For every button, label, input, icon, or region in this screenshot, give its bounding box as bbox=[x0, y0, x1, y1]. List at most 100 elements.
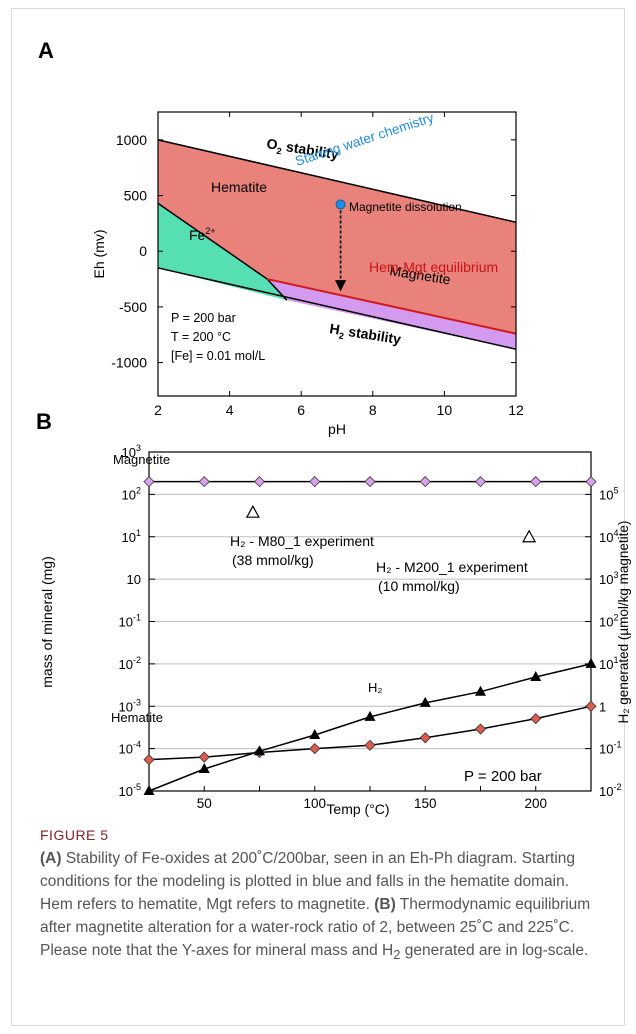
hematite-region bbox=[158, 139, 516, 334]
caption-text: (A) Stability of Fe-oxides at 200˚C/200b… bbox=[40, 847, 600, 966]
fe2-region-label: Fe2+ bbox=[189, 226, 216, 243]
h-point bbox=[143, 785, 155, 795]
magnetite-point bbox=[253, 476, 266, 488]
y-tick-label: 102 bbox=[122, 485, 141, 502]
hematite-point bbox=[143, 754, 155, 766]
panel-b-letter: B bbox=[36, 409, 52, 434]
experiment-m200-value: (10 mmol/kg) bbox=[378, 578, 460, 594]
temp-axis-label: Temp (°C) bbox=[326, 801, 389, 817]
caption-b-tag: (B) bbox=[374, 896, 396, 913]
x-tick-label: 150 bbox=[414, 796, 437, 811]
x-tick-label: 2 bbox=[154, 402, 162, 418]
caption-b-text-end: generated are in log-scale. bbox=[400, 942, 589, 959]
plot-b-series bbox=[143, 476, 597, 795]
magnetite-point bbox=[419, 476, 431, 488]
x-tick-label: 10 bbox=[437, 402, 453, 418]
magnetite-point bbox=[198, 476, 210, 488]
hematite-point bbox=[364, 739, 376, 751]
magnetite-series-label: Magnetite bbox=[113, 452, 170, 467]
mass-axis-label: mass of mineral (mg) bbox=[39, 556, 55, 687]
magnetite-point bbox=[143, 476, 155, 488]
y-tick-label: 10-1 bbox=[119, 613, 141, 630]
hematite-region-label: Hematite bbox=[211, 179, 267, 195]
caption-b-sub: 2 bbox=[393, 947, 401, 963]
y-tick-label: 10-4 bbox=[119, 740, 141, 757]
y-tick-label: 1000 bbox=[116, 132, 147, 148]
x-tick-label: 100 bbox=[303, 796, 326, 811]
experiment-m80-value: (38 mmol/kg) bbox=[232, 552, 314, 568]
plot-a-frame bbox=[157, 111, 517, 397]
y2-tick-label: 102 bbox=[599, 613, 618, 630]
h-point bbox=[254, 745, 265, 756]
y-tick-label: 10-5 bbox=[119, 782, 141, 799]
y2-tick-label: 103 bbox=[599, 570, 618, 587]
h2-boundary-line bbox=[157, 267, 517, 350]
h-point bbox=[198, 763, 210, 774]
hematite-point bbox=[530, 713, 542, 725]
caption-a-text: Stability of Fe-oxides at 200˚C/200bar, … bbox=[40, 850, 576, 913]
h-point bbox=[419, 696, 431, 707]
eh-axis-label: Eh (mv) bbox=[91, 230, 107, 279]
condition-temperature: T = 200 °C bbox=[171, 330, 231, 344]
fe2-region bbox=[158, 203, 287, 301]
caption-a-tag: (A) bbox=[40, 850, 62, 867]
h2-series-label: H₂ bbox=[368, 680, 382, 695]
y-tick-label: 103 bbox=[122, 443, 141, 460]
h-point bbox=[364, 710, 376, 721]
y2-tick-label: 101 bbox=[599, 655, 618, 672]
magnetite-point bbox=[364, 476, 376, 488]
hem-mgt-boundary-line bbox=[266, 278, 517, 335]
x-tick-label: 6 bbox=[297, 402, 305, 418]
hematite-point bbox=[309, 743, 321, 755]
y-tick-label: 10 bbox=[127, 572, 141, 587]
hematite-point bbox=[419, 732, 431, 744]
hem-fe-boundary-line bbox=[157, 202, 268, 280]
magnetite-point bbox=[474, 476, 487, 488]
hem-mgt-label: Hem-Mgt equilibrium bbox=[369, 259, 498, 275]
y-tick-label: 500 bbox=[124, 188, 148, 204]
o2-boundary-line bbox=[157, 139, 517, 223]
h-point bbox=[475, 685, 486, 696]
caption-label: FIGURE 5 bbox=[40, 827, 109, 843]
hematite-point bbox=[474, 723, 487, 735]
y-tick-label: 10-2 bbox=[119, 655, 141, 672]
y2-tick-label: 104 bbox=[599, 528, 618, 545]
y-tick-label: -500 bbox=[119, 299, 147, 315]
h2-stability-label: H2 stability bbox=[328, 320, 402, 350]
h-point bbox=[585, 657, 597, 668]
pressure-label: P = 200 bar bbox=[464, 768, 542, 785]
figure-frame bbox=[11, 8, 625, 1026]
plot-a-axes: 2 4 6 8 10 12 1000 500 0 -500 -1000 bbox=[111, 112, 524, 418]
starting-water-label: Starting water chemistry bbox=[293, 110, 436, 169]
fe-mgt-boundary-line bbox=[266, 278, 288, 301]
experiment-point bbox=[245, 504, 260, 518]
magnetite-region bbox=[267, 279, 516, 350]
y2-tick-label: 10-2 bbox=[599, 782, 621, 799]
experiment-m80-label: H₂ - M80_1 experiment bbox=[230, 533, 374, 549]
x-tick-label: 8 bbox=[369, 402, 377, 418]
plot-b-axes: 10-5 10-4 10-3 10-2 10-1 10 101 102 103 10-2 10-1 1… bbox=[119, 443, 622, 811]
magnetite-point bbox=[309, 476, 321, 488]
caption-b-text: Thermodynamic equilibrium after magnetit… bbox=[40, 896, 591, 959]
x-tick-label: 4 bbox=[226, 402, 234, 418]
mineral-mass-chart: 10-5 10-4 10-3 10-2 10-1 10 101 102 103 10-2 10-1 1… bbox=[39, 443, 631, 817]
x-tick-label: 200 bbox=[524, 796, 547, 811]
ph-axis-label: pH bbox=[328, 421, 346, 437]
y-tick-label: 101 bbox=[122, 528, 141, 545]
y-tick-label: 0 bbox=[139, 243, 147, 259]
panel-a-letter: A bbox=[38, 38, 54, 63]
starting-point-marker bbox=[335, 199, 346, 210]
condition-iron: [Fe] = 0.01 mol/L bbox=[171, 349, 265, 363]
dissolution-label: Magnetite dissolution bbox=[349, 200, 462, 214]
y2-tick-label: 105 bbox=[599, 485, 618, 502]
hematite-series-label: Hematite bbox=[111, 710, 163, 725]
y-tick-label: -1000 bbox=[111, 355, 147, 371]
y2-tick-label: 10-1 bbox=[599, 740, 621, 757]
hematite-point bbox=[585, 700, 597, 712]
experiment-m200-label: H₂ - M200_1 experiment bbox=[376, 559, 528, 575]
h-point bbox=[530, 671, 542, 682]
x-tick-label: 50 bbox=[197, 796, 212, 811]
h-point bbox=[309, 728, 321, 739]
magnetite-point bbox=[585, 476, 597, 488]
